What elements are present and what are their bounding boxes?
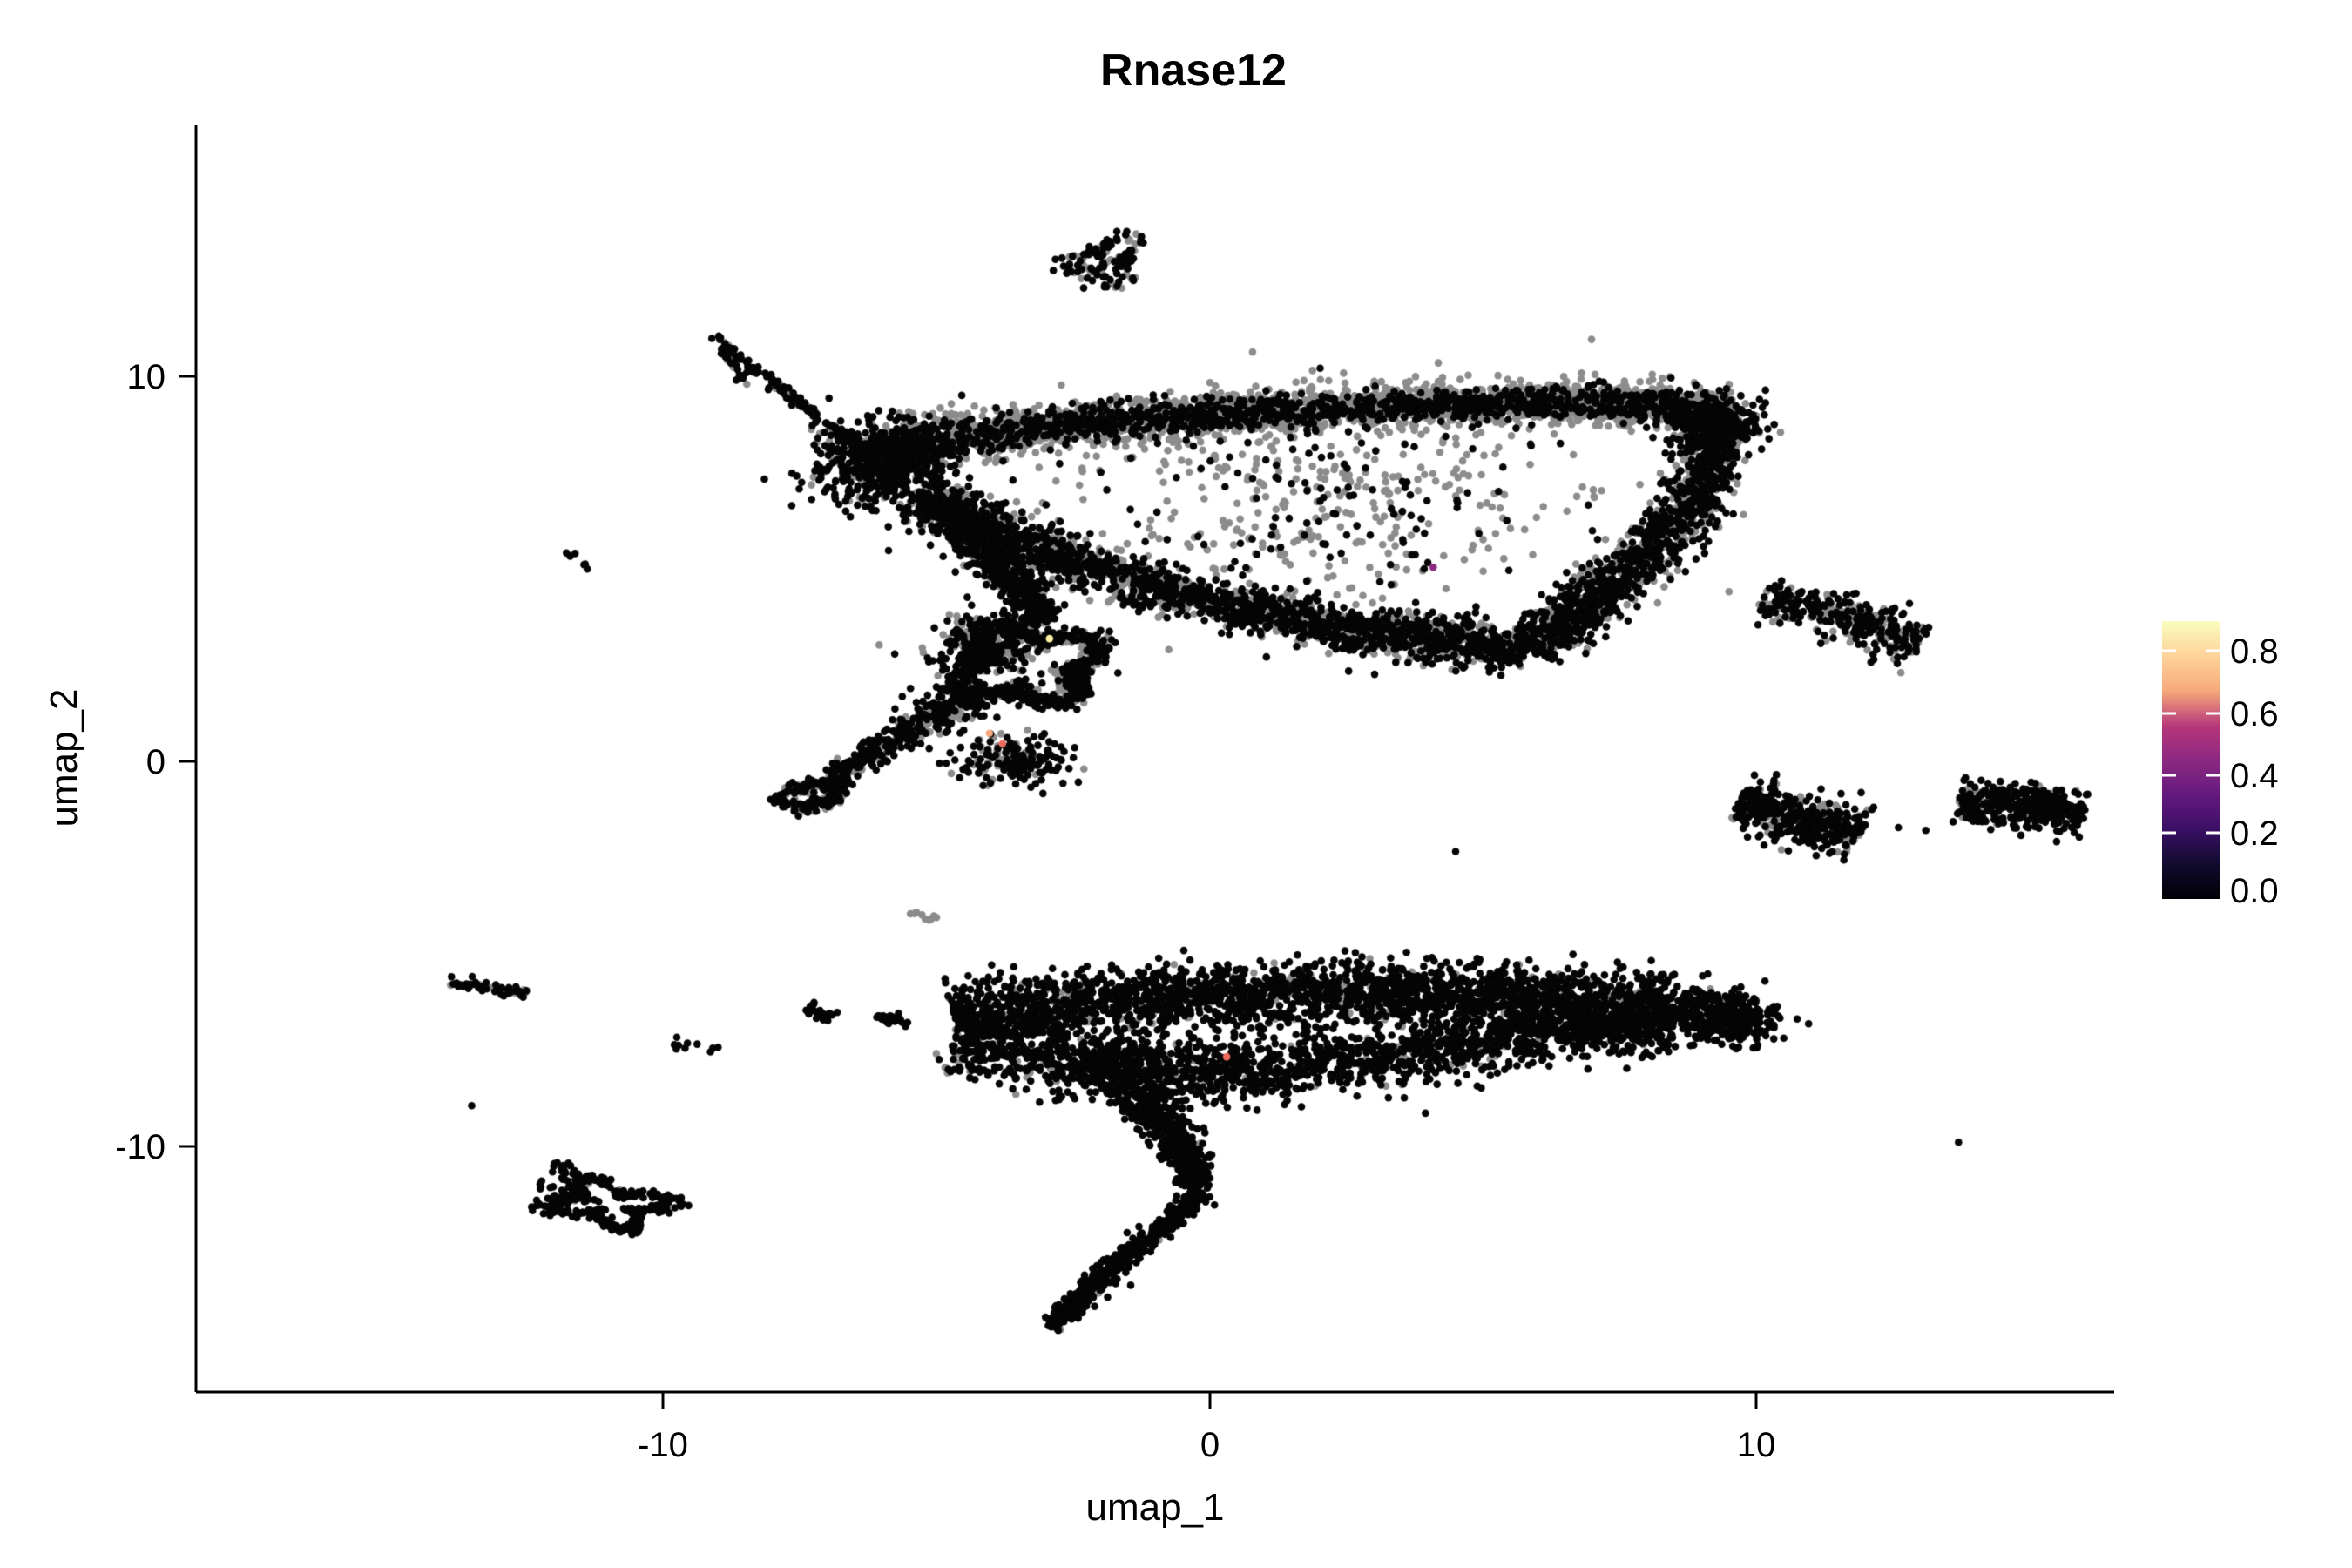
- svg-text:Rnase12: Rnase12: [1100, 45, 1287, 96]
- svg-text:10: 10: [1737, 1426, 1776, 1464]
- svg-text:0.4: 0.4: [2230, 757, 2279, 795]
- svg-text:0.8: 0.8: [2230, 632, 2279, 671]
- svg-text:0.0: 0.0: [2230, 872, 2279, 910]
- svg-text:0: 0: [146, 743, 166, 781]
- svg-text:0: 0: [1200, 1426, 1220, 1464]
- svg-text:umap_2: umap_2: [43, 688, 85, 827]
- svg-text:0.2: 0.2: [2230, 814, 2279, 853]
- svg-text:umap_1: umap_1: [1085, 1486, 1224, 1529]
- svg-text:10: 10: [127, 358, 166, 396]
- svg-text:0.6: 0.6: [2230, 695, 2279, 733]
- svg-text:-10: -10: [638, 1426, 688, 1464]
- svg-text:-10: -10: [115, 1128, 166, 1166]
